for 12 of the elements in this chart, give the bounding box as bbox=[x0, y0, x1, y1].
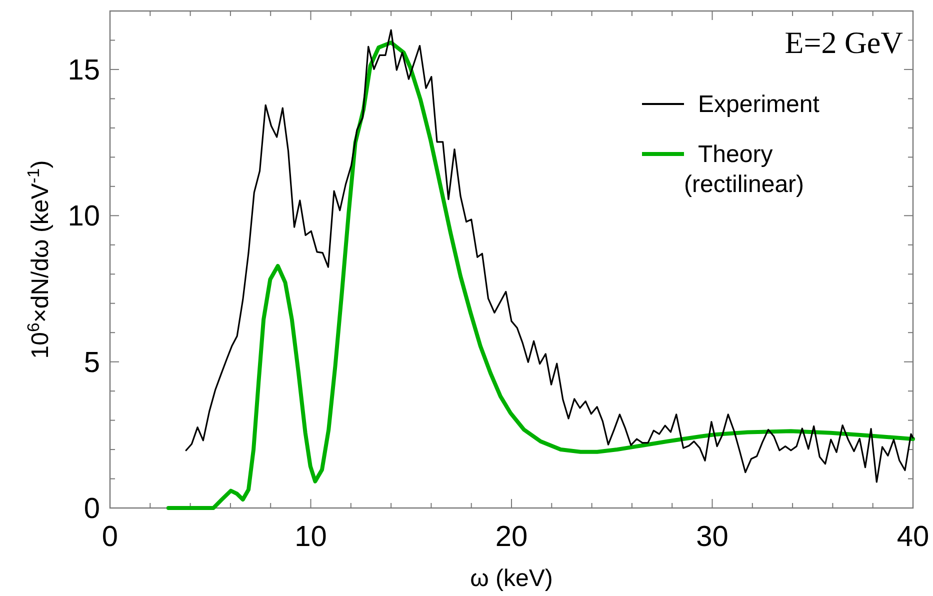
y-tick-label: 15 bbox=[68, 54, 100, 86]
y-tick-label: 10 bbox=[68, 200, 100, 233]
x-tick-label: 20 bbox=[495, 521, 528, 553]
x-tick-label: 10 bbox=[294, 521, 327, 553]
annotation: E=2 GeV bbox=[784, 25, 904, 60]
y-tick-label: 0 bbox=[84, 493, 100, 525]
legend-label: Experiment bbox=[698, 91, 820, 118]
x-axis-title: ω (keV) bbox=[470, 565, 553, 592]
y-tick-label: 5 bbox=[84, 346, 100, 379]
x-tick-label: 30 bbox=[696, 521, 728, 553]
x-tick-label: 40 bbox=[896, 521, 930, 553]
legend-label: Theory (rectilinear) bbox=[684, 141, 804, 198]
